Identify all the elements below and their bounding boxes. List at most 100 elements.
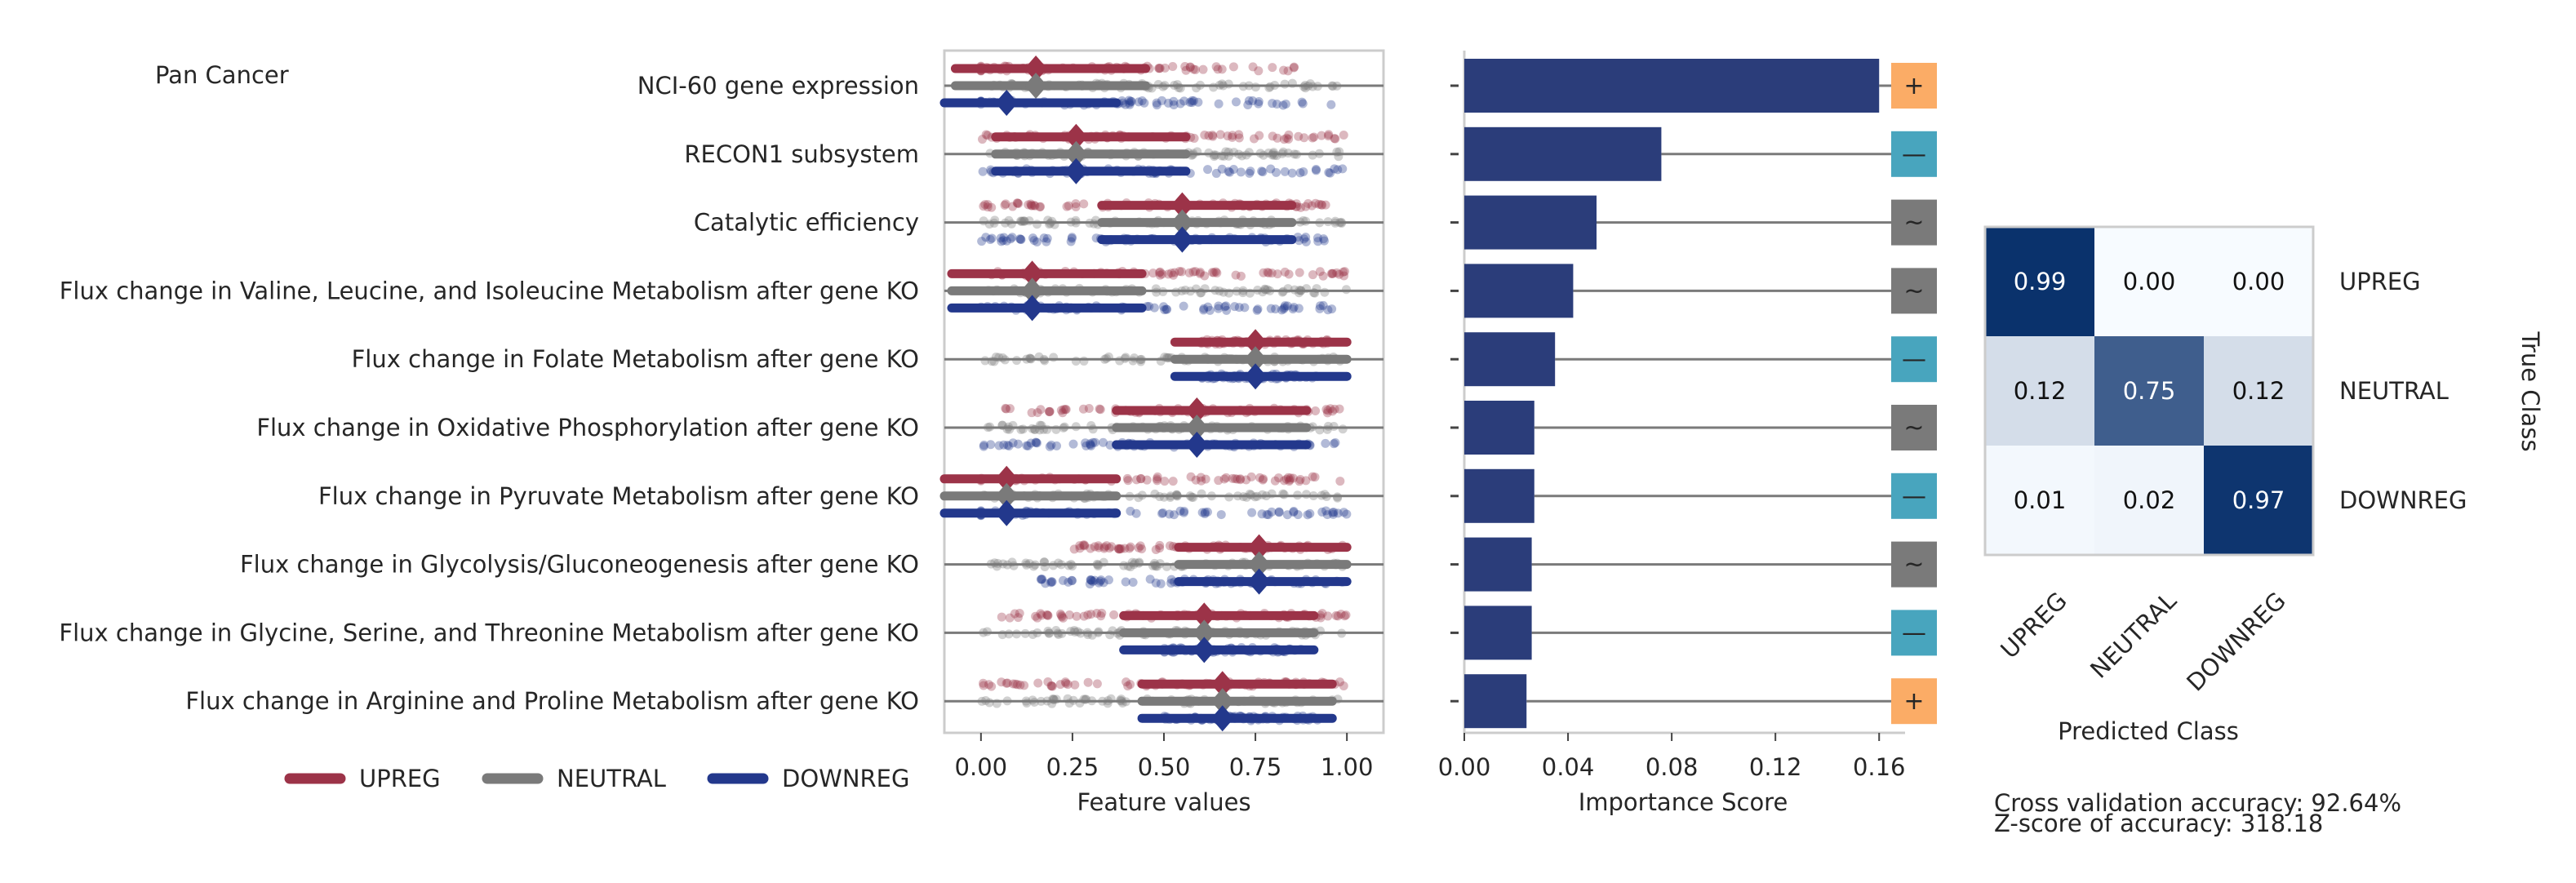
strip-point — [1059, 422, 1069, 432]
strip-point — [1304, 81, 1313, 91]
sign-badge — [1891, 336, 1937, 383]
sign-badge — [1891, 473, 1937, 519]
strip-point — [1066, 237, 1076, 246]
strip-point — [1004, 441, 1014, 450]
strip-point — [1126, 562, 1135, 572]
strip-point — [1020, 628, 1030, 638]
strip-point — [1046, 578, 1056, 588]
strip-point — [1007, 233, 1017, 242]
importance-bar — [1464, 195, 1597, 250]
strip-point — [1259, 150, 1268, 160]
strip-point — [1120, 353, 1130, 363]
strip-point — [1209, 150, 1219, 160]
strip-point — [1323, 217, 1333, 227]
strip-point — [1046, 681, 1056, 690]
strip-point — [1019, 681, 1029, 690]
strip-point — [1215, 130, 1225, 140]
strip-mean-marker — [1020, 260, 1044, 287]
strip-point — [1169, 510, 1179, 520]
strip-point — [1044, 406, 1054, 416]
strip-point — [1013, 613, 1023, 623]
sign-badge-label: + — [1903, 687, 1924, 716]
strip-point — [1333, 508, 1343, 518]
strip-point — [1339, 611, 1349, 621]
strip-point — [1241, 150, 1251, 160]
strip-point — [1145, 575, 1155, 584]
strip-point — [1302, 284, 1312, 294]
strip-point — [1155, 559, 1165, 569]
strip-point — [1160, 81, 1170, 91]
strip-point — [1289, 302, 1299, 312]
strip-point — [1026, 354, 1036, 364]
strip-point — [1279, 304, 1289, 314]
strip-point — [1107, 542, 1117, 552]
strip-point — [1007, 557, 1017, 567]
strip-point — [1290, 285, 1299, 295]
strip-point — [1103, 699, 1113, 708]
strip-point — [1005, 613, 1015, 623]
strip-point — [1066, 627, 1076, 637]
strip-point — [1060, 405, 1070, 415]
strip-point — [1125, 100, 1135, 109]
strip-point — [1039, 233, 1049, 243]
heatmap-cell-label: 0.01 — [2014, 486, 2067, 514]
importance-bar — [1464, 537, 1532, 592]
strip-point — [1159, 302, 1169, 312]
strip-point — [1191, 284, 1201, 294]
strip-point — [1086, 575, 1095, 585]
strip-point — [1201, 474, 1210, 484]
strip-point — [1224, 288, 1234, 298]
strip-point — [1029, 698, 1039, 708]
strip-point — [1230, 474, 1240, 484]
strip-point — [1144, 301, 1154, 311]
strip-point — [1136, 474, 1146, 484]
strip-point — [1047, 577, 1057, 587]
feature-labels: NCI-60 gene expression RECON1 subsystem Ca… — [59, 72, 919, 715]
strip-point — [979, 216, 988, 226]
strip-point — [1220, 302, 1230, 312]
sign-badge — [1891, 678, 1937, 725]
strip-point — [984, 698, 994, 708]
strip-point — [1050, 220, 1059, 229]
strip-point — [1219, 81, 1228, 91]
strip-point — [1166, 578, 1176, 588]
sign-badge-label: — — [1902, 140, 1926, 169]
strip-point — [1296, 286, 1306, 295]
feature-label: Flux change in Glycine, Serine, and Thre… — [59, 619, 919, 646]
strip-mean-marker — [1020, 295, 1044, 322]
strip-point — [999, 440, 1009, 450]
strip-point — [1332, 81, 1342, 91]
strip-point — [1327, 268, 1337, 278]
strip-point — [1197, 288, 1206, 298]
strip-point — [1015, 680, 1025, 690]
strip-point — [998, 236, 1008, 246]
strip-point — [1211, 267, 1221, 277]
strip-point — [1162, 353, 1172, 362]
strip-point — [1114, 544, 1124, 554]
strip-point — [1161, 561, 1171, 571]
strip-point — [1285, 475, 1295, 485]
strip-point — [1018, 216, 1028, 226]
strip-point — [1215, 80, 1224, 90]
strip-point — [1103, 696, 1113, 706]
strip-point — [1026, 199, 1036, 209]
strip-point — [1028, 561, 1038, 571]
heatmap-cell-label: 0.00 — [2123, 268, 2176, 295]
strip-point — [1169, 100, 1179, 109]
strip-point — [1087, 696, 1097, 706]
strip-point — [987, 233, 997, 243]
strip-point — [1071, 199, 1081, 209]
importance-bar — [1464, 264, 1574, 318]
strip-point — [1337, 219, 1347, 229]
strip-point — [1046, 218, 1055, 228]
strip-point — [1047, 216, 1057, 226]
strip-point — [1248, 96, 1258, 106]
strip-point — [1158, 508, 1168, 518]
strip-point — [1067, 233, 1077, 243]
strip-point — [1158, 286, 1168, 296]
strip-point — [1316, 610, 1326, 620]
strip-point — [1083, 677, 1093, 687]
strip-point — [1253, 285, 1263, 295]
strip-point — [1022, 354, 1032, 364]
strip-point — [1228, 132, 1237, 142]
